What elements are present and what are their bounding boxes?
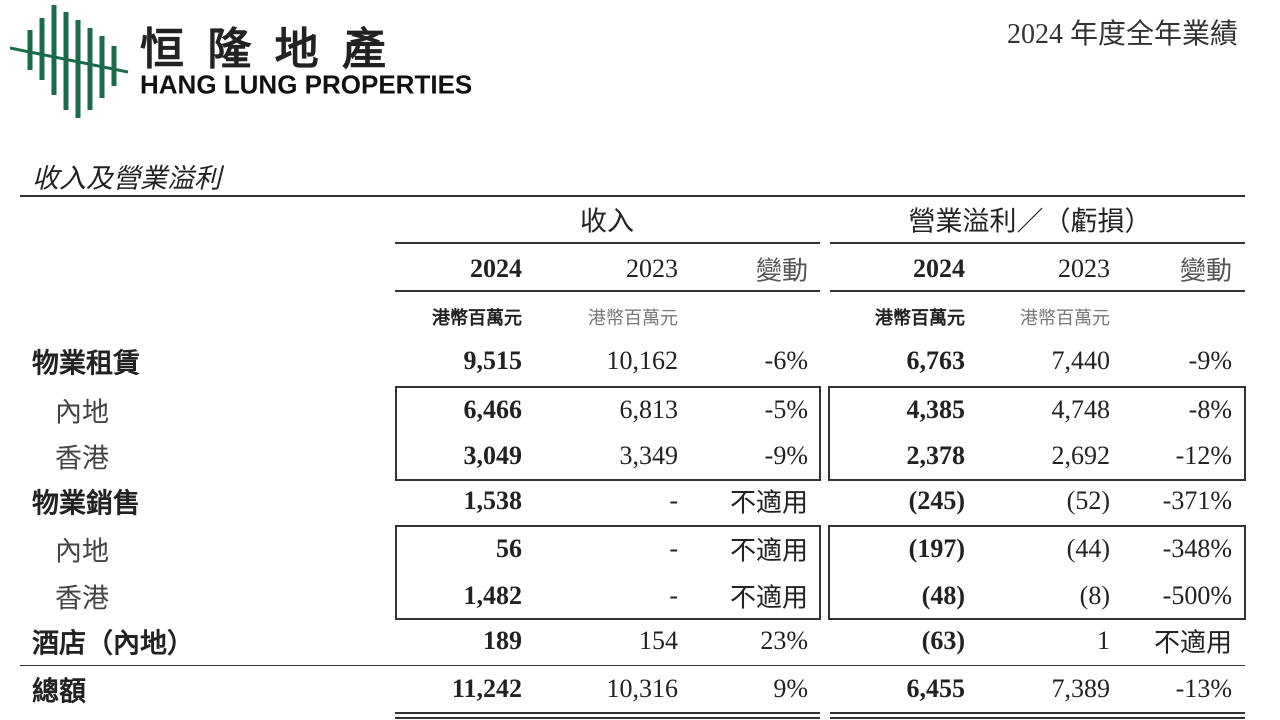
- table-cell: -371%: [1162, 486, 1232, 515]
- table-cell: 11,242: [451, 674, 522, 703]
- unit-label: 港幣百萬元: [432, 308, 522, 329]
- table-cell: 3,049: [463, 441, 523, 470]
- table-cell: 6,813: [619, 395, 679, 424]
- rule: [395, 712, 820, 714]
- column-header: 2023: [1058, 254, 1110, 283]
- group-header: 營業溢利／（虧損）: [908, 206, 1152, 237]
- table-cell: -5%: [764, 395, 808, 424]
- unit-label: 港幣百萬元: [1020, 308, 1110, 329]
- row-label: 酒店（內地）: [32, 628, 194, 659]
- column-header: 2023: [626, 254, 678, 283]
- table-cell: -: [669, 581, 678, 610]
- logo-en: HANG LUNG PROPERTIES: [140, 69, 473, 100]
- table-cell: -: [669, 534, 678, 563]
- rule: [830, 717, 1245, 719]
- group-box: [828, 386, 1246, 481]
- table-cell: (44): [1066, 534, 1110, 563]
- group-header: 收入: [580, 206, 634, 237]
- table-cell: 3,349: [619, 441, 679, 470]
- table-cell: (197): [908, 534, 965, 563]
- table-cell: 6,455: [906, 674, 966, 703]
- column-header: 2024: [470, 254, 522, 283]
- table-cell: -6%: [764, 346, 808, 375]
- table-cell: (63): [921, 626, 965, 655]
- section-title: 收入及營業溢利: [32, 163, 221, 194]
- rule: [830, 290, 1245, 292]
- table-cell: (48): [921, 581, 965, 610]
- logo-mark: [10, 5, 129, 118]
- table-cell: (245): [908, 486, 965, 515]
- table-cell: -8%: [1188, 395, 1232, 424]
- table-cell: 23%: [760, 626, 808, 655]
- table-cell: 7,389: [1051, 674, 1111, 703]
- row-label: 內地: [55, 536, 109, 567]
- table-cell: 6,763: [906, 346, 966, 375]
- row-label: 總額: [32, 676, 86, 707]
- row-label: 香港: [55, 583, 109, 614]
- rule: [395, 290, 820, 292]
- table-cell: -348%: [1162, 534, 1232, 563]
- rule: [830, 712, 1245, 714]
- table-cell: -13%: [1175, 674, 1232, 703]
- table-cell: 9%: [773, 674, 808, 703]
- row-label: 香港: [55, 443, 109, 474]
- table-cell: 1: [1097, 626, 1110, 655]
- rule: [395, 717, 820, 719]
- table-cell: 不適用: [729, 536, 808, 566]
- unit-label: 港幣百萬元: [588, 308, 678, 329]
- row-label: 物業銷售: [32, 488, 140, 519]
- table-cell: -9%: [764, 441, 808, 470]
- table-cell: -12%: [1175, 441, 1232, 470]
- table-cell: (8): [1079, 581, 1110, 610]
- row-label: 物業租賃: [32, 348, 140, 379]
- table-cell: 4,385: [906, 395, 966, 424]
- column-header: 變動: [1179, 256, 1232, 286]
- table-cell: 56: [496, 534, 522, 563]
- table-cell: 7,440: [1051, 346, 1111, 375]
- table-cell: 9,515: [463, 346, 523, 375]
- table-cell: 2,692: [1051, 441, 1111, 470]
- table-cell: 10,316: [606, 674, 679, 703]
- table-cell: 154: [639, 626, 678, 655]
- rule: [20, 665, 1245, 666]
- rule: [395, 242, 820, 244]
- table-cell: (52): [1066, 486, 1110, 515]
- group-box: [828, 525, 1246, 620]
- row-label: 內地: [55, 397, 109, 428]
- report-title: 2024 年度全年業績: [1006, 19, 1238, 50]
- table-cell: -: [669, 486, 678, 515]
- table-cell: 10,162: [606, 346, 679, 375]
- group-box: [395, 525, 821, 620]
- table-cell: 不適用: [729, 488, 808, 518]
- table-cell: 不適用: [729, 583, 808, 613]
- column-header: 變動: [755, 256, 808, 286]
- column-header: 2024: [913, 254, 965, 283]
- table-cell: 4,748: [1051, 395, 1111, 424]
- logo-cn: 恒 隆 地 產: [140, 24, 390, 75]
- table-cell: -500%: [1162, 581, 1232, 610]
- group-box: [395, 386, 821, 481]
- table-cell: 2,378: [906, 441, 966, 470]
- unit-label: 港幣百萬元: [875, 308, 965, 329]
- rule: [20, 195, 1245, 197]
- rule: [830, 242, 1245, 244]
- table-cell: 6,466: [463, 395, 523, 424]
- table-cell: 1,538: [463, 486, 523, 515]
- table-cell: 1,482: [463, 581, 523, 610]
- table-cell: 189: [483, 626, 522, 655]
- table-cell: 不適用: [1153, 628, 1232, 658]
- table-cell: -9%: [1188, 346, 1232, 375]
